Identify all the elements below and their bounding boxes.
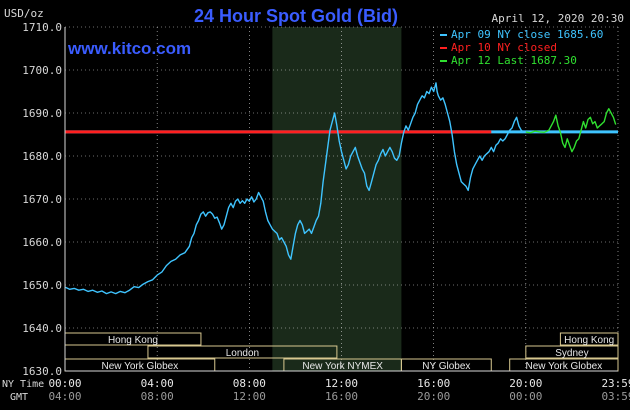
session-label: Sydney <box>555 348 588 359</box>
chart-datetime: April 12, 2020 20:30 <box>492 12 624 25</box>
session-box <box>147 345 338 359</box>
session-box <box>525 345 619 359</box>
y-tick-label: 1690.0 <box>22 107 62 120</box>
x-tick-label-ny: 00:00 <box>48 377 81 390</box>
x-tick-label-gmt: 03:59 <box>601 390 630 403</box>
x-tick-label-gmt: 00:00 <box>509 390 542 403</box>
x-row-label-gmt: GMT <box>10 392 28 403</box>
x-row-label-ny: NY Time <box>2 379 44 390</box>
series-line <box>64 82 524 295</box>
legend-entry: Apr 10 NY closed <box>451 41 557 54</box>
y-unit-label: USD/oz <box>4 7 44 20</box>
session-label: New York Globex <box>102 361 179 372</box>
x-tick-label-ny: 16:00 <box>417 377 450 390</box>
x-tick-label-gmt: 20:00 <box>417 390 450 403</box>
x-tick-label-ny: 23:59 <box>601 377 630 390</box>
x-tick-label-gmt: 08:00 <box>141 390 174 403</box>
x-tick-label-ny: 04:00 <box>141 377 174 390</box>
x-tick-label-gmt: 04:00 <box>48 390 81 403</box>
session-label: NY Globex <box>422 361 470 372</box>
legend-entry: Apr 12 Last 1687.30 <box>451 54 577 67</box>
legend-entry: Apr 09 NY close 1685.60 <box>451 28 603 41</box>
session-label: New York NYMEX <box>302 361 383 372</box>
y-tick-label: 1660.0 <box>22 236 62 249</box>
session-label: London <box>226 348 259 359</box>
y-tick-label: 1640.0 <box>22 322 62 335</box>
session-highlight-band <box>272 27 402 371</box>
x-tick-label-gmt: 16:00 <box>325 390 358 403</box>
highlight-band-rect <box>272 27 402 371</box>
y-tick-label: 1630.0 <box>22 365 62 378</box>
y-tick-label: 1670.0 <box>22 193 62 206</box>
session-label: New York Globex <box>525 361 602 372</box>
y-tick-label: 1680.0 <box>22 150 62 163</box>
chart-title: 24 Hour Spot Gold (Bid) <box>194 6 398 26</box>
session-box <box>559 332 619 346</box>
session-label: Hong Kong <box>108 335 158 346</box>
x-tick-label-ny: 20:00 <box>509 377 542 390</box>
session-label: Hong Kong <box>564 335 614 346</box>
price-series <box>64 82 617 295</box>
x-tick-label-gmt: 12:00 <box>233 390 266 403</box>
x-tick-label-ny: 12:00 <box>325 377 358 390</box>
x-tick-label-ny: 08:00 <box>233 377 266 390</box>
website-label: www.kitco.com <box>67 39 191 58</box>
series-line <box>525 108 617 153</box>
axes: 1630.0 1640.0 1650.0 1660.0 1670.0 1680.0 1690… <box>22 21 630 403</box>
y-tick-label: 1700.0 <box>22 64 62 77</box>
y-tick-label: 1710.0 <box>22 21 62 34</box>
y-tick-label: 1650.0 <box>22 279 62 292</box>
market-sessions: Hong Kong Hong Kong London Sydney New York G… <box>64 332 619 372</box>
grid <box>64 26 619 372</box>
